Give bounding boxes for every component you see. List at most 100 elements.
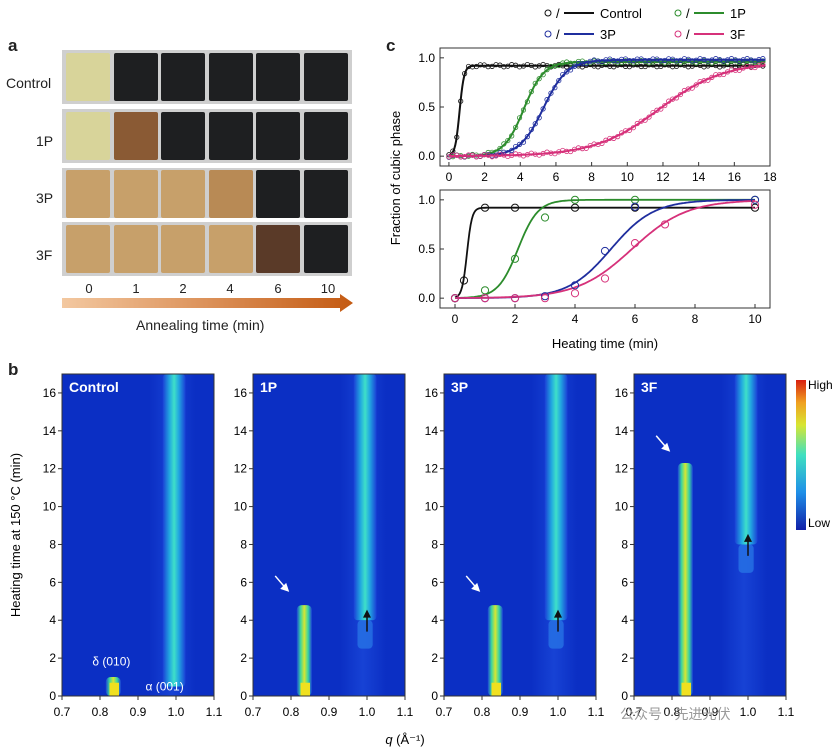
plot-c-bottom: 0 2 4 6 8 10 0.0 0.5 1.0 [418, 189, 771, 326]
x-tick-label: 0.8 [664, 705, 681, 719]
marker-3p [556, 77, 562, 84]
point-3f [660, 220, 670, 229]
film-tile-3p-10 [303, 170, 348, 218]
svg-text:Control: Control [600, 6, 642, 21]
delta-010-streak [296, 605, 312, 696]
heatmap-3p: 3P 0.7 0.8 0.9 1.0 1.1 0 2 4 6 8 10 12 14 16 [425, 373, 605, 719]
alpha-001-streak [353, 374, 377, 621]
delta-hotspot [109, 682, 119, 696]
y-tick-label: 16 [43, 386, 57, 400]
heatmap-1p: 1P 0.7 0.8 0.9 1.0 1.1 0 2 4 6 8 10 12 14 16 [234, 373, 414, 719]
film-tile-control-10 [303, 53, 348, 101]
b-xlabel: q (Å⁻¹) [385, 732, 424, 747]
film-tile-1p-6 [256, 112, 300, 160]
y-tick-label: 0.0 [418, 149, 435, 163]
marker-3p [548, 90, 554, 96]
film-tile-3p-0 [66, 170, 110, 218]
panel-c-letter: c [386, 36, 396, 55]
film-tile-control-0 [66, 53, 110, 101]
row-label-3f: 3F [36, 247, 53, 263]
film-tile-1p-10 [303, 112, 348, 160]
marker-3p [564, 69, 570, 75]
film-tile-3p-6 [256, 170, 300, 218]
point-control [459, 276, 469, 285]
c-xlabel: Heating time (min) [552, 336, 658, 351]
x-tick-label: 2 [481, 170, 488, 184]
point-3f [540, 294, 550, 303]
film-tile-1p-4 [208, 112, 253, 160]
point-control [570, 203, 580, 212]
y-tick-label: 4 [431, 613, 438, 627]
black-arrowhead [363, 609, 371, 618]
legend: / Control / 1P / 3P / 3F [544, 6, 746, 42]
black-arrowhead [744, 533, 752, 542]
film-tile-3p-1 [113, 170, 158, 218]
delta-hotspot [491, 682, 501, 696]
x-tick-label: 18 [763, 170, 777, 184]
y-tick-label: 0 [240, 689, 247, 703]
x-tick-label: 1.1 [397, 705, 414, 719]
alpha-tail [357, 620, 373, 649]
y-tick-label: 12 [615, 462, 629, 476]
film-tile-3f-10 [303, 225, 348, 273]
y-tick-label: 12 [43, 462, 57, 476]
c-ylabel: Fraction of cubic phase [388, 111, 403, 245]
point-1p [510, 254, 520, 263]
x-tick-label: 0.8 [92, 705, 109, 719]
fit-line-control [454, 206, 755, 299]
film-tile-1p-2 [161, 112, 205, 160]
film-tile-3f-0 [66, 225, 110, 273]
x-tick-label: 2 [512, 312, 519, 326]
point-3f [630, 239, 640, 248]
x-tick-label: 0 [452, 312, 459, 326]
y-tick-label: 0 [621, 689, 628, 703]
y-tick-label: 12 [425, 462, 439, 476]
x-tick-label: 1.1 [778, 705, 795, 719]
y-tick-label: 1.0 [418, 51, 435, 65]
point-3f [570, 289, 580, 298]
x-tick-label: 0.8 [283, 705, 300, 719]
b-xlabel-unit: (Å⁻¹) [393, 732, 425, 747]
y-tick-label: 8 [431, 537, 438, 551]
heatmap-3f: 3F 0.7 0.8 0.9 1.0 1.1 0 2 4 6 8 10 12 14 16 [615, 373, 795, 719]
x-tick-label: 0.8 [474, 705, 491, 719]
y-tick-label: 16 [234, 386, 248, 400]
y-tick-label: 0.5 [418, 100, 435, 114]
y-tick-label: 14 [615, 424, 629, 438]
film-tile-3p-2 [161, 170, 205, 218]
panel-b-heatmaps: Control 0.7 0.8 0.9 1.0 1.1 0 2 4 6 8 10 12 14 16 δ (01… [8, 373, 833, 747]
film-tile-control-4 [208, 53, 253, 101]
time-label-10: 10 [320, 281, 336, 296]
x-tick-label: 10 [621, 170, 635, 184]
time-label-0: 0 [85, 281, 93, 296]
b-xlabel-q: q [385, 732, 393, 747]
point-3p [600, 246, 610, 256]
y-tick-label: 6 [431, 575, 438, 589]
x-tick-label: 12 [656, 170, 670, 184]
legend-entry-3p: / 3P [544, 27, 616, 42]
film-tile-3f-4 [208, 225, 253, 273]
marker-control [670, 64, 676, 70]
y-tick-label: 2 [240, 651, 247, 665]
annealing-time-label: Annealing time (min) [136, 317, 265, 333]
x-tick-label: 4 [517, 170, 524, 184]
x-tick-label: 0.9 [512, 705, 529, 719]
svg-text:3P: 3P [600, 27, 616, 42]
y-tick-label: 4 [240, 613, 247, 627]
annealing-arrow [62, 294, 353, 312]
y-tick-label: 16 [615, 386, 629, 400]
marker-3f [481, 152, 487, 158]
white-arrowhead [661, 442, 671, 452]
y-tick-label: 14 [425, 424, 439, 438]
marker-3p [524, 134, 531, 140]
y-tick-label: 0 [431, 689, 438, 703]
point-3f [510, 294, 520, 303]
svg-text:/: / [556, 6, 560, 21]
delta-010-label: δ (010) [92, 655, 130, 669]
x-tick-label: 1.1 [206, 705, 223, 719]
alpha-001-streak [162, 374, 186, 687]
alpha-tail [548, 620, 564, 649]
x-tick-label: 14 [692, 170, 706, 184]
marker-control [509, 62, 515, 68]
b-ylabel: Heating time at 150 °C (min) [8, 453, 23, 617]
